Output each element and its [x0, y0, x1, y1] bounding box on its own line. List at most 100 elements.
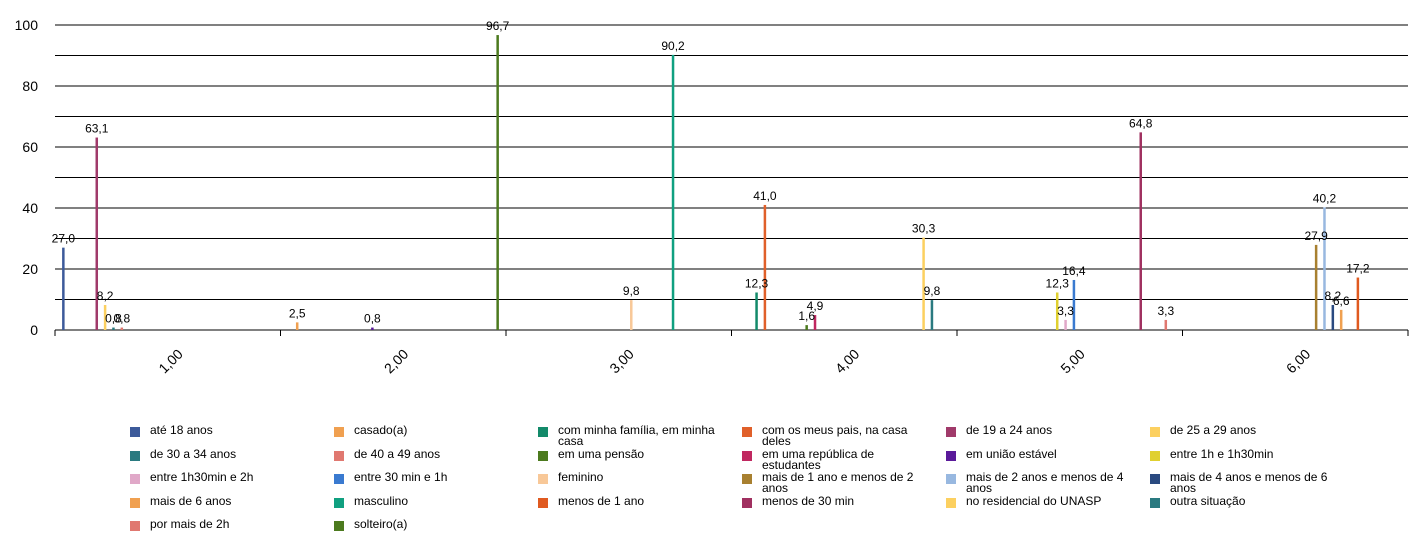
legend-item: feminino: [538, 471, 723, 484]
bar: [1356, 277, 1360, 330]
legend-label: mais de 4 anos e menos de 6 anos: [1170, 470, 1328, 495]
x-tick-label: 6,00: [1283, 346, 1314, 377]
legend-swatch: [538, 450, 548, 461]
legend-label: menos de 1 ano: [558, 493, 645, 508]
bar: [1072, 279, 1076, 330]
legend-swatch: [538, 474, 548, 484]
bar: [112, 327, 115, 330]
data-label: 4,9: [807, 299, 824, 313]
data-label: 8,2: [1324, 289, 1341, 303]
data-label: 96,7: [486, 19, 510, 33]
legend-swatch: [742, 450, 752, 461]
bar: [763, 204, 767, 330]
data-label: 2,5: [289, 306, 306, 320]
data-label: 0,8: [105, 312, 122, 326]
bar: [1164, 319, 1168, 330]
legend-item: com os meus pais, na casa deles: [742, 423, 927, 448]
legend-item: outra situação: [1150, 495, 1335, 508]
gridlines: [55, 24, 1408, 331]
legend-swatch: [130, 497, 140, 508]
legend-item: de 40 a 49 anos: [334, 446, 519, 461]
data-label: 64,8: [1129, 116, 1153, 130]
legend-label: menos de 30 min: [762, 493, 855, 508]
legend-label: entre 1h e 1h30min: [1170, 446, 1274, 461]
legend-swatch: [130, 450, 140, 461]
legend-label: de 30 a 34 anos: [150, 446, 237, 461]
data-label: 12,3: [745, 276, 769, 290]
data-label: 90,2: [661, 39, 685, 53]
x-tick-label: 5,00: [1057, 346, 1088, 377]
legend-label: casado(a): [354, 423, 408, 437]
bar: [805, 325, 808, 330]
legend-label: de 25 a 29 anos: [1170, 423, 1257, 437]
bar: [120, 327, 124, 330]
legend-item: com minha família, em minha casa: [538, 424, 723, 447]
data-label: 9,8: [623, 284, 640, 298]
bar: [1314, 244, 1318, 330]
legend-item: mais de 1 ano e menos de 2 anos: [742, 471, 927, 494]
legend-item: solteiro(a): [334, 517, 519, 531]
legend-label: em união estável: [966, 446, 1057, 461]
legend-item: de 30 a 34 anos: [130, 446, 315, 461]
legend-item: em uma pensão: [538, 448, 723, 461]
legend-label: com os meus pais, na casa deles: [762, 423, 908, 448]
data-label: 41,0: [753, 189, 777, 203]
bars: [62, 35, 1360, 330]
legend-label: no residencial do UNASP: [966, 493, 1102, 508]
x-tick-label: 1,00: [155, 346, 186, 377]
legend-swatch: [946, 474, 956, 484]
data-label: 0,8: [113, 312, 130, 326]
legend-swatch: [334, 474, 344, 484]
x-tick-label: 2,00: [381, 346, 412, 377]
legend-item: mais de 6 anos: [130, 495, 315, 508]
legend-label: em uma república de estudantes: [762, 446, 875, 472]
data-label: 17,2: [1346, 262, 1370, 276]
y-tick-label: 40: [22, 200, 38, 216]
legend-label: mais de 2 anos e menos de 4 anos: [966, 470, 1124, 495]
legend-swatch: [130, 474, 140, 484]
legend-swatch: [334, 521, 344, 531]
legend-label: de 40 a 49 anos: [354, 446, 441, 461]
legend-item: entre 1h30min e 2h: [130, 471, 315, 484]
data-label: 1,6: [798, 309, 815, 323]
legend-label: entre 30 min e 1h: [354, 470, 448, 484]
legend-label: solteiro(a): [354, 517, 408, 531]
y-tick-label: 60: [22, 139, 38, 155]
bar: [62, 247, 65, 330]
legend-swatch: [1150, 474, 1160, 484]
legend-swatch: [130, 521, 140, 531]
legend-swatch: [946, 427, 956, 437]
legend-item: por mais de 2h: [130, 517, 315, 531]
legend-item: menos de 1 ano: [538, 493, 723, 508]
legend-swatch: [742, 497, 752, 508]
data-label: 12,3: [1046, 276, 1070, 290]
bar: [813, 315, 817, 330]
y-tick-label: 0: [30, 322, 38, 338]
bar: [922, 237, 925, 330]
bar-chart: 0 20 40 60 80 100 1,00 2,00 3,00 4,00 5,00 6,00 27…: [15, 17, 1409, 377]
legend-item: até 18 anos: [130, 424, 315, 437]
legend-item: no residencial do UNASP: [946, 493, 1131, 508]
legend-label: por mais de 2h: [150, 517, 230, 531]
bar: [1323, 207, 1326, 330]
legend-swatch: [334, 450, 344, 461]
data-label: 3,3: [1157, 304, 1174, 318]
bar: [755, 292, 758, 330]
bar: [1055, 292, 1059, 330]
legend-swatch: [946, 450, 956, 461]
y-axis-ticks: 0 20 40 60 80 100: [15, 17, 39, 338]
data-label: 9,8: [924, 284, 941, 298]
legend-swatch: [742, 427, 752, 437]
legend-item: masculino: [334, 495, 519, 508]
bar: [295, 322, 299, 330]
legend-swatch: [334, 427, 344, 437]
bar: [1139, 132, 1142, 330]
bar: [1064, 319, 1067, 330]
data-label: 16,4: [1062, 264, 1086, 278]
data-label: 27,9: [1304, 229, 1328, 243]
bar: [95, 137, 99, 330]
bar: [1331, 304, 1335, 330]
bar: [103, 304, 107, 330]
legend-swatch: [334, 497, 344, 508]
legend-item: mais de 4 anos e menos de 6 anos: [1150, 470, 1335, 495]
